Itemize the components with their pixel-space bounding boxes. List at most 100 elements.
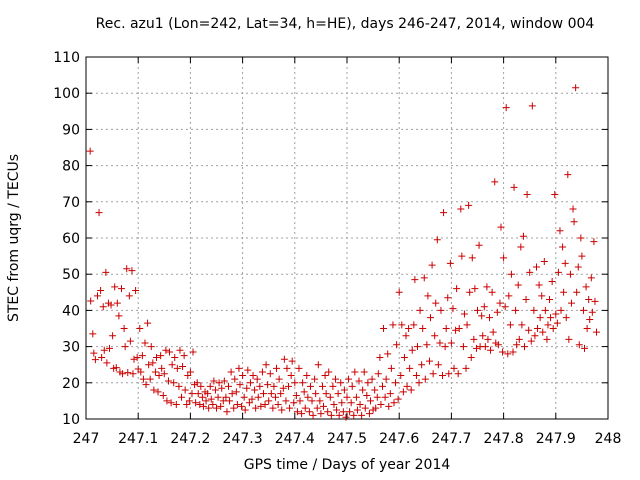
data-point [235,364,243,372]
data-point [397,372,405,380]
data-point [259,390,267,398]
data-point [89,330,97,338]
data-point [146,375,154,383]
data-point [574,263,582,271]
data-point [240,393,248,401]
y-tick-label: 40 [62,303,80,319]
data-point [455,325,463,332]
data-point [486,314,494,322]
data-point [437,306,445,314]
data-point [238,402,246,410]
data-point [264,381,272,389]
data-point [531,332,539,340]
data-point [103,359,111,367]
data-point [334,390,342,398]
data-point [505,292,513,300]
data-point [322,390,330,398]
data-point [139,375,147,383]
data-point [526,268,534,276]
data-point [582,283,590,291]
data-point [333,406,341,414]
data-point [515,335,523,343]
data-point [411,276,419,284]
data-point [424,292,432,300]
data-point [474,306,481,314]
data-point [180,352,188,360]
y-tick-label: 80 [62,159,80,175]
data-point [390,399,398,407]
data-point [252,404,260,412]
data-point [446,259,454,267]
data-point [291,379,299,387]
data-point [141,339,149,347]
data-point [575,341,583,349]
data-point [361,404,369,412]
data-point [91,356,99,364]
data-point [254,393,262,401]
data-point [363,391,371,399]
data-point [150,386,158,394]
data-point [329,382,337,390]
data-point [364,379,372,387]
data-point [496,299,504,307]
data-point [418,361,426,369]
data-point [427,314,435,322]
data-point [162,346,170,354]
data-point [151,368,159,376]
data-point [130,355,138,363]
x-axis-ticks: 247 247.1 247.2 247.3 247.4 247.5 247.6 247.7 24… [73,57,621,447]
data-point [339,408,347,416]
data-point [552,310,560,318]
data-point [204,390,212,398]
data-point [384,350,392,358]
data-point [246,379,254,387]
data-point [125,292,133,300]
data-point [274,401,282,409]
data-point [123,265,131,273]
data-point [293,408,301,416]
data-point [102,268,110,276]
data-point [372,404,380,412]
data-point [325,368,333,376]
data-point [559,243,567,251]
y-tick-label: 50 [62,267,80,283]
data-point [389,321,397,329]
data-point [475,241,483,249]
data-point [405,325,413,332]
data-point [512,306,520,314]
data-point [442,325,450,332]
data-point [241,406,249,414]
data-point [525,326,533,334]
data-point [353,406,361,414]
data-point [504,350,512,358]
data-point [184,372,192,380]
data-point [458,252,466,260]
data-point [202,397,210,405]
data-point [196,401,204,409]
data-point [509,348,517,356]
data-point [253,375,261,383]
data-point [378,382,386,390]
data-point [192,399,200,407]
data-point [225,382,233,390]
data-point [449,305,457,313]
data-point [423,341,431,349]
data-point [546,296,554,304]
data-point [439,372,447,380]
data-point [327,411,335,419]
data-point [466,288,474,296]
data-point [194,390,202,398]
data-point [133,353,141,361]
data-point [444,294,452,302]
data-point [317,410,325,418]
data-point [266,370,274,378]
data-point [267,390,275,398]
data-point [214,393,222,401]
data-point [304,393,312,401]
data-point [547,314,555,322]
data-point [137,368,145,376]
data-point [93,292,101,300]
data-point [269,404,277,412]
data-point [554,268,562,276]
data-point [308,397,316,405]
